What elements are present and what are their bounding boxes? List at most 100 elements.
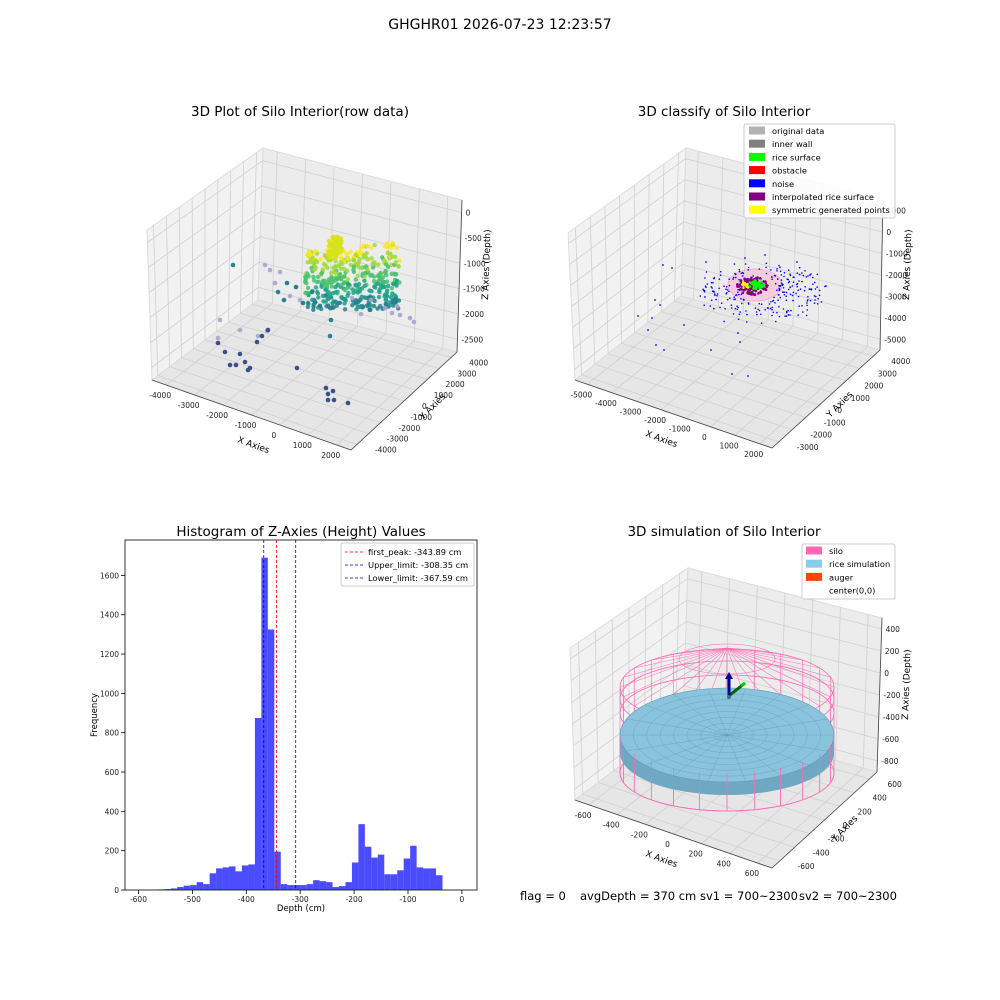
scatter-point — [297, 297, 303, 303]
noise-point — [768, 303, 771, 305]
histogram-bar — [416, 867, 424, 890]
histogram-bar — [403, 858, 411, 890]
noise-point — [723, 320, 725, 323]
noise-point — [713, 307, 715, 310]
silo-wireframe — [619, 643, 835, 812]
z-axis-label: Z Axies (Depth) — [902, 229, 914, 300]
scatter-point — [337, 262, 342, 267]
scatter-point — [287, 293, 293, 299]
noise-point — [792, 291, 795, 294]
rice-mesh — [673, 694, 728, 736]
noise-point — [726, 289, 729, 291]
noise-point — [796, 285, 799, 288]
noise-point — [789, 314, 791, 316]
legend-label: rice simulation — [829, 559, 890, 569]
scatter-point — [227, 362, 233, 368]
scatter-point — [390, 291, 395, 296]
scatter-point — [345, 277, 351, 282]
noise-point — [825, 285, 827, 287]
footer-sv2: sv2 = 700~2300 — [799, 889, 897, 903]
legend-label: auger — [829, 572, 854, 582]
scatter-point — [237, 351, 243, 357]
x-axis-label: X Axies — [236, 435, 271, 456]
grid-line — [442, 196, 449, 349]
histogram-bars — [151, 557, 443, 890]
scatter-point — [390, 240, 395, 246]
scatter-point — [397, 312, 403, 318]
legend: first_peak: -343.89 cm Upper_limit: -308.… — [340, 542, 475, 587]
interpolated-point — [756, 276, 759, 279]
scatter-point — [382, 244, 388, 249]
noise-point — [792, 281, 795, 284]
scatter-point — [354, 283, 359, 288]
noise-point — [758, 302, 760, 305]
y-tick-label: 400 — [873, 794, 888, 803]
scatter-points — [637, 254, 827, 377]
noise-point — [777, 294, 780, 296]
rice-mesh — [726, 734, 810, 766]
noise-point — [758, 268, 761, 270]
noise-point — [766, 307, 769, 309]
z-tick-label: -1000 — [464, 259, 486, 268]
noise-point — [816, 286, 818, 288]
y-tick-label: 600 — [888, 780, 903, 789]
z-axis-label: Z Axies (Depth) — [481, 229, 493, 300]
grid-line — [647, 321, 847, 382]
x-tick-label: 1000 — [293, 441, 312, 450]
scatter-point — [351, 264, 357, 269]
y-axis-label: Y Axies — [829, 814, 860, 845]
noise-point — [734, 272, 736, 275]
scatter-point — [310, 297, 315, 302]
noise-point — [655, 344, 657, 346]
silo-roof-wire — [634, 647, 728, 669]
y-tick-label: 1000 — [434, 391, 453, 400]
scatter-point — [342, 307, 348, 312]
interpolated-point — [765, 285, 768, 289]
legend-label: rice surface — [772, 152, 821, 162]
footer-sv1: sv1 = 700~2300 — [700, 889, 798, 903]
x-tick-label: -1000 — [235, 421, 257, 430]
scatter-point — [350, 303, 355, 308]
grid-line — [169, 366, 369, 435]
histogram-bar — [216, 868, 223, 890]
grid-line — [570, 599, 688, 681]
tick-labels: -5000-4000-3000-2000-1000010002000-3000-… — [570, 207, 910, 459]
noise-point — [734, 307, 737, 310]
noise-point — [773, 274, 776, 277]
noise-point — [647, 329, 649, 331]
scatter-point — [325, 296, 330, 301]
y-tick-label: 200 — [105, 847, 120, 856]
x-tick-label: -3000 — [178, 401, 200, 410]
noise-point — [780, 279, 783, 281]
scatter-point — [359, 245, 364, 250]
scatter-point — [333, 255, 338, 260]
scatter-point — [373, 285, 378, 290]
scatter-point — [316, 295, 321, 300]
noise-point — [810, 273, 812, 275]
noise-point — [806, 309, 809, 311]
y-tick-label: 800 — [105, 729, 120, 738]
scatter-point — [346, 285, 351, 290]
rice-surface-point — [750, 282, 754, 285]
scatter-point — [259, 333, 265, 339]
grid-line — [150, 261, 260, 343]
histogram-bar — [183, 885, 191, 890]
scatter-point — [330, 279, 336, 285]
noise-point — [744, 263, 747, 265]
histogram-bar — [390, 874, 398, 890]
scatter-point — [307, 253, 312, 258]
noise-point — [785, 310, 788, 313]
y-tick-label: -4000 — [375, 446, 397, 455]
scatter-point — [222, 349, 228, 355]
noise-point — [782, 287, 785, 289]
y-tick-label: 1600 — [100, 571, 119, 580]
scatter-point — [345, 268, 350, 273]
grid-line — [661, 311, 860, 369]
noise-point — [776, 268, 778, 270]
z-tick-label: -1500 — [463, 285, 485, 294]
x-tick-label: 1000 — [720, 441, 739, 450]
rice-mesh — [644, 734, 728, 766]
interpolated-point — [739, 280, 743, 283]
legend-box — [801, 543, 896, 600]
scatter-point — [326, 277, 331, 282]
